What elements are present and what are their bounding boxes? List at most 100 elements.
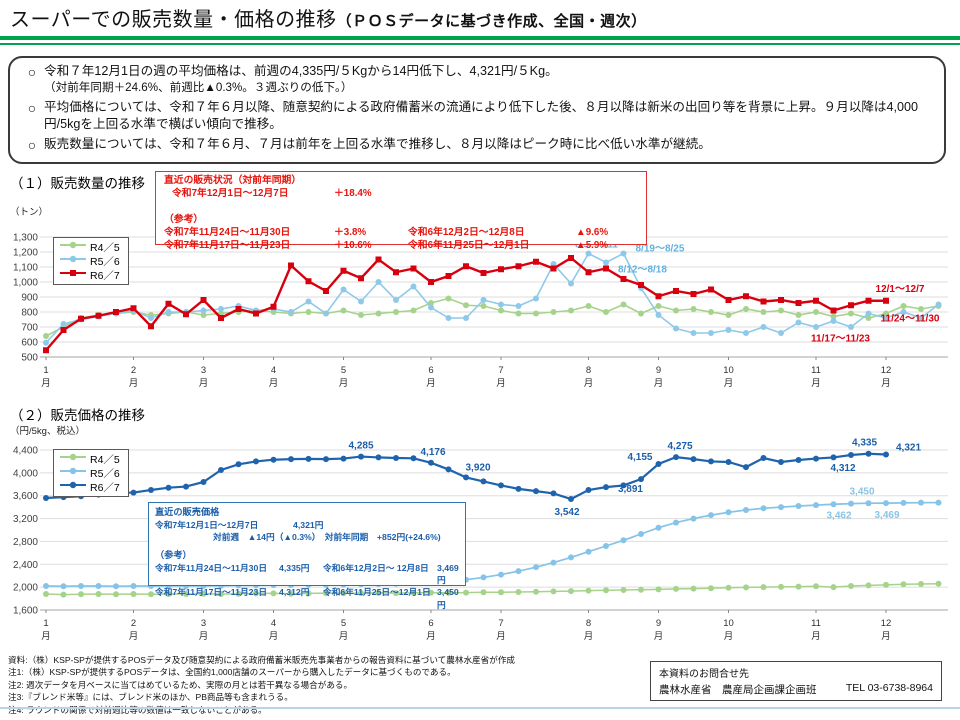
legend-item-r5-6: R5／6 <box>59 254 120 268</box>
recent-price-detail: 対前週 ▲14円（▲0.3%） 対前年同期 +852円(+24.6%) <box>213 532 441 543</box>
svg-text:3,542: 3,542 <box>554 507 579 518</box>
svg-text:4,321: 4,321 <box>896 443 921 454</box>
recent-price-value: 4,321円 <box>293 519 324 530</box>
svg-text:9: 9 <box>656 365 661 376</box>
svg-text:3: 3 <box>201 365 206 376</box>
svg-text:8/5～8/11: 8/5～8/11 <box>575 240 618 251</box>
green-divider <box>0 36 960 45</box>
svg-text:4,285: 4,285 <box>348 441 373 452</box>
footer-notes: 資料:（株）KSP-SPが提供するPOSデータ及び随意契約による政府備蓄米販売先… <box>8 654 648 716</box>
svg-text:月: 月 <box>496 378 506 389</box>
sales-price-legend: R4／5 R5／6 R6／7 <box>53 449 129 497</box>
svg-text:月: 月 <box>41 378 51 389</box>
svg-text:月: 月 <box>584 378 594 389</box>
svg-text:月: 月 <box>881 631 891 642</box>
svg-text:500: 500 <box>21 353 38 364</box>
bullet-3-text: 販売数量については、令和７年６月、７月は前年を上回る水準で推移し、８月以降はピー… <box>44 137 711 152</box>
bullet-1-text: 令和７年12月1日の週の平均価格は、前週の4,335円/５Kgから14円低下し、… <box>44 64 558 78</box>
contact-tel: TEL 03-6738-8964 <box>845 682 933 694</box>
r5-6-line-swatch <box>59 252 87 270</box>
svg-text:月: 月 <box>881 378 891 389</box>
svg-text:8/12～8/18: 8/12～8/18 <box>618 265 667 276</box>
page-title: スーパーでの販売数量・価格の推移（ＰＯＳデータに基づき作成、全国・週次） <box>10 3 647 32</box>
r4-5-line-swatch <box>59 450 87 468</box>
note-3: 注3:『ブレンド米等』には、ブレンド米のほか、PB商品等も含まれうる。 <box>8 692 293 703</box>
recent-sales-title: 直近の販売状況（対前年同期） <box>164 175 302 186</box>
svg-text:10: 10 <box>723 365 734 376</box>
svg-text:1,200: 1,200 <box>13 248 38 259</box>
svg-text:2,800: 2,800 <box>13 537 38 548</box>
section2-unit-label: （円/5kg、税込） <box>10 426 85 437</box>
section1-heading: （１）販売数量の推移 <box>10 176 145 191</box>
r6-7-line-swatch <box>59 266 87 284</box>
svg-text:月: 月 <box>269 631 279 642</box>
legend-item-r6-7: R6／7 <box>59 268 120 282</box>
svg-text:3: 3 <box>201 618 206 629</box>
svg-text:2: 2 <box>131 365 136 376</box>
svg-text:月: 月 <box>654 378 664 389</box>
svg-text:9: 9 <box>656 618 661 629</box>
recent-sales-period: 令和7年12月1日～12月7日 <box>172 187 289 199</box>
r5-6-line-swatch <box>59 464 87 482</box>
svg-text:月: 月 <box>811 378 821 389</box>
svg-text:4,275: 4,275 <box>667 441 692 452</box>
section1-unit-label: （トン） <box>10 207 49 218</box>
r4-5-line-swatch <box>59 238 87 256</box>
source-note: 資料:（株）KSP-SPが提供するPOSデータ及び随意契約による政府備蓄米販売先… <box>8 655 516 665</box>
svg-text:4,335: 4,335 <box>852 438 877 449</box>
svg-text:1,100: 1,100 <box>13 263 38 274</box>
note-2: 注2: 週次データを月ベースに当てはめているため、実際の月とは若干異なる場合があ… <box>8 679 353 690</box>
svg-text:1,600: 1,600 <box>13 606 38 617</box>
svg-text:3,469: 3,469 <box>875 510 900 521</box>
svg-text:4,312: 4,312 <box>830 463 855 474</box>
svg-text:月: 月 <box>496 631 506 642</box>
svg-text:12/1～12/7: 12/1～12/7 <box>876 284 925 295</box>
svg-text:3,920: 3,920 <box>465 462 490 473</box>
contact-title: 本資料のお問合せ先 <box>659 669 749 680</box>
svg-text:700: 700 <box>21 323 38 334</box>
svg-text:600: 600 <box>21 338 38 349</box>
svg-text:月: 月 <box>199 378 209 389</box>
svg-text:4: 4 <box>271 618 276 629</box>
bullet-2-text: 平均価格については、令和７年６月以降、随意契約による政府備蓄米の流通により低下し… <box>44 99 919 131</box>
svg-text:10: 10 <box>723 618 734 629</box>
svg-text:3,891: 3,891 <box>618 484 643 495</box>
note-4: 注4: ラウンドの関係で対前週比等の数値は一致しないことがある。 <box>8 704 267 715</box>
svg-text:月: 月 <box>811 631 821 642</box>
svg-text:1,300: 1,300 <box>13 233 38 244</box>
svg-text:12: 12 <box>881 365 892 376</box>
bottom-divider <box>0 707 960 709</box>
svg-text:3,600: 3,600 <box>13 491 38 502</box>
bullet-circle-icon: ○ <box>27 99 37 116</box>
recent-price-period: 令和7年12月1日～12月7日 <box>155 519 259 530</box>
page-title-main: スーパーでの販売数量・価格の推移 <box>10 9 337 31</box>
svg-text:月: 月 <box>426 378 436 389</box>
recent-price-title: 直近の販売価格 <box>155 507 220 517</box>
reference-label: （参考） <box>155 550 192 561</box>
svg-text:8: 8 <box>586 365 591 376</box>
bullet-1-subtext: （対前年同期＋24.6%、前週比▲0.3%。３週ぶりの低下。） <box>44 80 353 94</box>
sales-price-chart: 1,600 2,000 2,400 2,800 3,200 3,600 4,000 4,400… <box>13 438 948 642</box>
svg-text:4,176: 4,176 <box>420 447 445 458</box>
recent-price-info-box: 直近の販売価格 令和7年12月1日～12月7日 4,321円 対前週 ▲14円（… <box>148 502 466 610</box>
reference-row: 令和7年11月24日～11月30日 ＋3.8% 令和6年12月2日～12月8日 ▲9… <box>164 226 609 238</box>
legend-item-r4-5: R4／5 <box>59 452 120 466</box>
svg-text:4,400: 4,400 <box>13 446 38 457</box>
summary-bullet-2: ○ 平均価格については、令和７年６月以降、随意契約による政府備蓄米の流通により低… <box>20 99 932 132</box>
sales-volume-legend: R4／5 R5／6 R6／7 <box>53 237 129 285</box>
svg-text:4,000: 4,000 <box>13 468 38 479</box>
recent-sales-value: ＋18.4% <box>334 187 372 199</box>
legend-item-r4-5: R4／5 <box>59 240 120 254</box>
svg-text:3,462: 3,462 <box>826 511 851 522</box>
svg-text:4: 4 <box>271 365 276 376</box>
svg-text:11/17～11/23: 11/17～11/23 <box>811 334 870 345</box>
svg-text:月: 月 <box>269 378 279 389</box>
svg-text:5: 5 <box>341 365 346 376</box>
recent-sales-info-box: 直近の販売状況（対前年同期） 令和7年12月1日～12月7日 ＋18.4% （参… <box>155 171 647 251</box>
note-1: 注1:（株）KSP-SPが提供するPOSデータは、全国約1,000店舗のスーパー… <box>8 667 456 678</box>
svg-text:2,400: 2,400 <box>13 560 38 571</box>
svg-text:月: 月 <box>41 631 51 642</box>
svg-text:8/19～8/25: 8/19～8/25 <box>636 244 685 255</box>
svg-text:月: 月 <box>339 631 349 642</box>
svg-text:月: 月 <box>724 631 734 642</box>
